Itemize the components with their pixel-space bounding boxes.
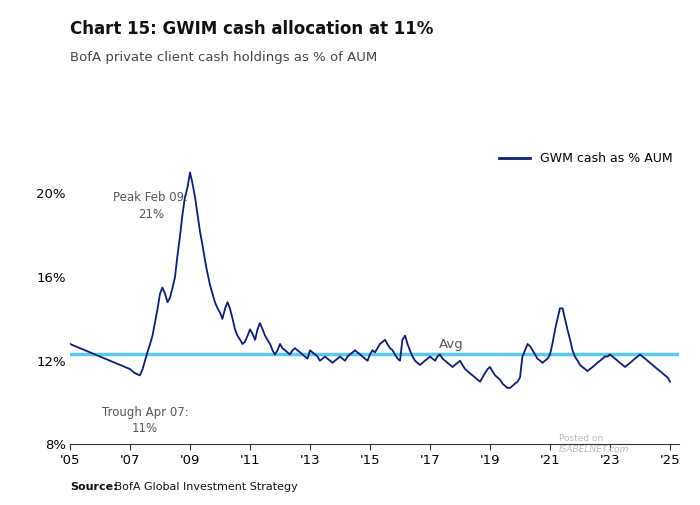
Text: 21%: 21% — [138, 208, 164, 221]
Text: BofA private client cash holdings as % of AUM: BofA private client cash holdings as % o… — [70, 50, 377, 64]
Text: Posted on: Posted on — [559, 434, 603, 443]
Text: 11%: 11% — [132, 422, 158, 435]
Text: ISABELNET.com: ISABELNET.com — [559, 445, 629, 454]
Text: Peak Feb 09:: Peak Feb 09: — [113, 191, 188, 204]
Legend: GWM cash as % AUM: GWM cash as % AUM — [499, 152, 673, 165]
Text: BofA Global Investment Strategy: BofA Global Investment Strategy — [111, 482, 298, 492]
Text: Avg: Avg — [439, 338, 463, 351]
Text: Chart 15: GWIM cash allocation at 11%: Chart 15: GWIM cash allocation at 11% — [70, 20, 433, 38]
Text: Source:: Source: — [70, 482, 118, 492]
Text: Trough Apr 07:: Trough Apr 07: — [102, 407, 188, 419]
